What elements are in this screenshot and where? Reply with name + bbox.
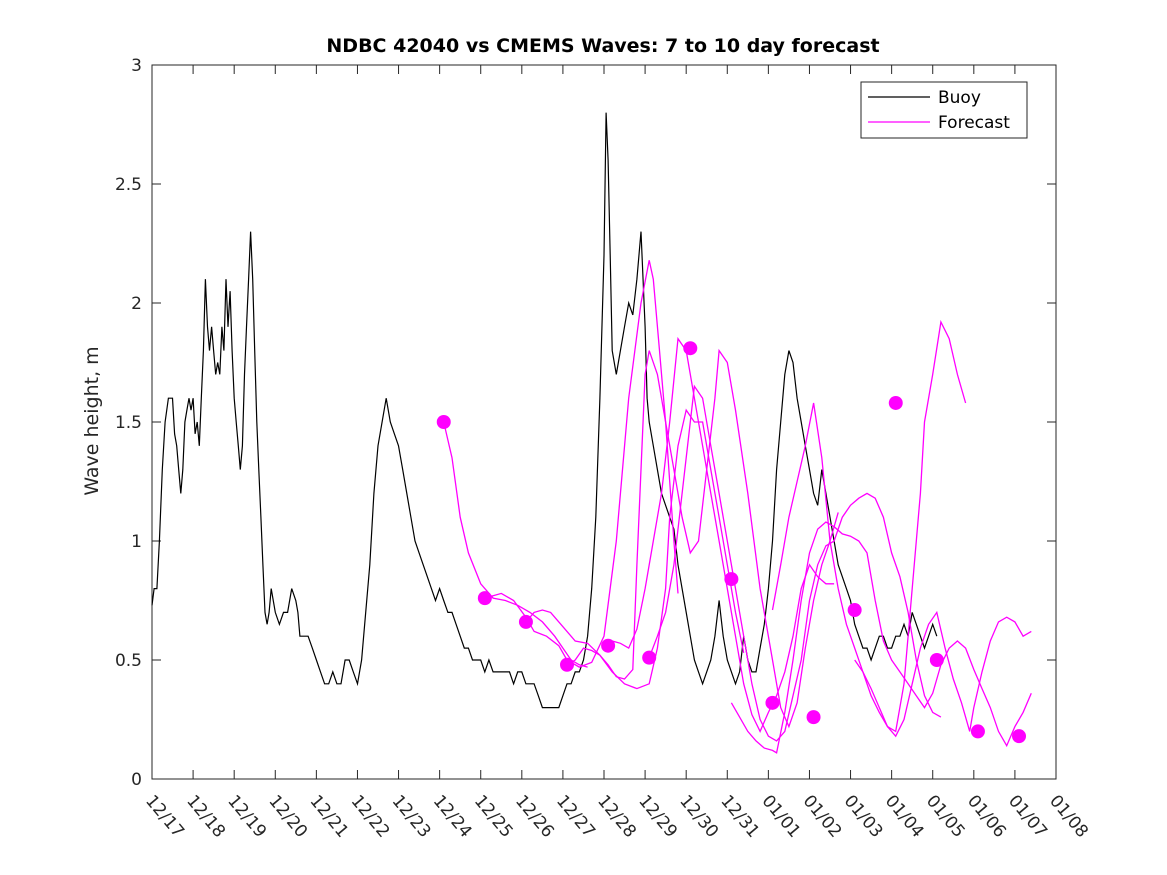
x-tick-label: 12/29 bbox=[634, 791, 681, 841]
x-tick-label: 12/18 bbox=[182, 791, 229, 841]
forecast-series-line bbox=[648, 384, 942, 742]
x-tick-label: 01/05 bbox=[922, 791, 969, 841]
forecast-series-line bbox=[566, 348, 839, 729]
y-axis-ticks: 0 0.5 1 1.5 2 2.5 3 bbox=[115, 56, 1056, 790]
chart-title: NDBC 42040 vs CMEMS Waves: 7 to 10 day f… bbox=[326, 35, 879, 57]
y-tick-label: 0.5 bbox=[115, 651, 142, 671]
x-tick-label: 12/31 bbox=[716, 791, 763, 841]
forecast-start-marker bbox=[683, 341, 698, 356]
x-tick-label: 12/19 bbox=[223, 791, 270, 841]
x-tick-label: 12/25 bbox=[470, 791, 517, 841]
forecast-start-marker bbox=[560, 657, 575, 672]
y-tick-label: 3 bbox=[131, 56, 142, 76]
forecast-series-line bbox=[771, 402, 1032, 738]
forecast-start-marker bbox=[970, 724, 985, 739]
forecast-start-marker bbox=[477, 591, 492, 606]
x-tick-label: 12/22 bbox=[347, 791, 394, 841]
y-tick-label: 2.5 bbox=[115, 175, 142, 195]
forecast-start-marker bbox=[929, 653, 944, 667]
x-tick-label: 12/24 bbox=[429, 791, 476, 841]
x-tick-label: 12/26 bbox=[511, 791, 558, 841]
x-tick-label: 12/30 bbox=[675, 791, 722, 841]
x-tick-label: 01/04 bbox=[881, 791, 928, 841]
y-tick-label: 2 bbox=[131, 294, 142, 314]
forecast-series-line bbox=[854, 319, 967, 733]
plot-frame bbox=[151, 64, 1057, 780]
forecast-start-marker bbox=[847, 603, 862, 618]
x-tick-label: 01/02 bbox=[799, 791, 846, 841]
x-tick-label: 12/27 bbox=[552, 791, 599, 841]
x-tick-label: 12/20 bbox=[264, 791, 311, 841]
legend-box bbox=[860, 81, 1028, 139]
forecast-start-marker bbox=[724, 572, 739, 587]
series-layer bbox=[151, 112, 1032, 754]
y-axis-label: Wave height, m bbox=[81, 346, 103, 495]
forecast-series-line bbox=[484, 260, 679, 668]
forecast-start-marker bbox=[806, 710, 821, 725]
x-tick-label: 01/01 bbox=[758, 791, 805, 841]
forecast-start-marker bbox=[601, 638, 616, 653]
x-tick-label: 12/28 bbox=[593, 791, 640, 841]
forecast-start-marker bbox=[642, 650, 657, 665]
forecast-series-line bbox=[730, 521, 1032, 754]
x-tick-label: 12/23 bbox=[388, 791, 435, 841]
forecast-start-marker bbox=[765, 695, 780, 710]
legend-buoy-label: Buoy bbox=[938, 88, 981, 108]
x-tick-label: 12/17 bbox=[141, 791, 188, 841]
forecast-start-marker bbox=[436, 415, 451, 429]
legend: Buoy Forecast bbox=[860, 81, 1028, 139]
forecast-series-line bbox=[525, 408, 745, 690]
y-tick-label: 1.5 bbox=[115, 413, 142, 433]
x-axis-ticks: 12/1712/1812/1912/2012/2112/2212/2312/24… bbox=[141, 65, 1092, 842]
x-tick-label: 01/03 bbox=[840, 791, 887, 841]
legend-forecast-label: Forecast bbox=[938, 113, 1010, 133]
x-tick-label: 01/07 bbox=[1004, 791, 1051, 841]
forecast-start-marker bbox=[1012, 729, 1027, 744]
x-tick-label: 12/21 bbox=[306, 791, 353, 841]
forecast-series-line bbox=[607, 336, 835, 733]
forecast-start-marker bbox=[518, 614, 533, 629]
y-tick-label: 1 bbox=[131, 532, 142, 552]
y-tick-label: 0 bbox=[131, 770, 142, 790]
buoy-series-line bbox=[151, 112, 938, 709]
x-tick-label: 01/08 bbox=[1045, 791, 1092, 841]
forecast-start-marker bbox=[888, 395, 903, 410]
x-tick-label: 01/06 bbox=[963, 791, 1010, 841]
